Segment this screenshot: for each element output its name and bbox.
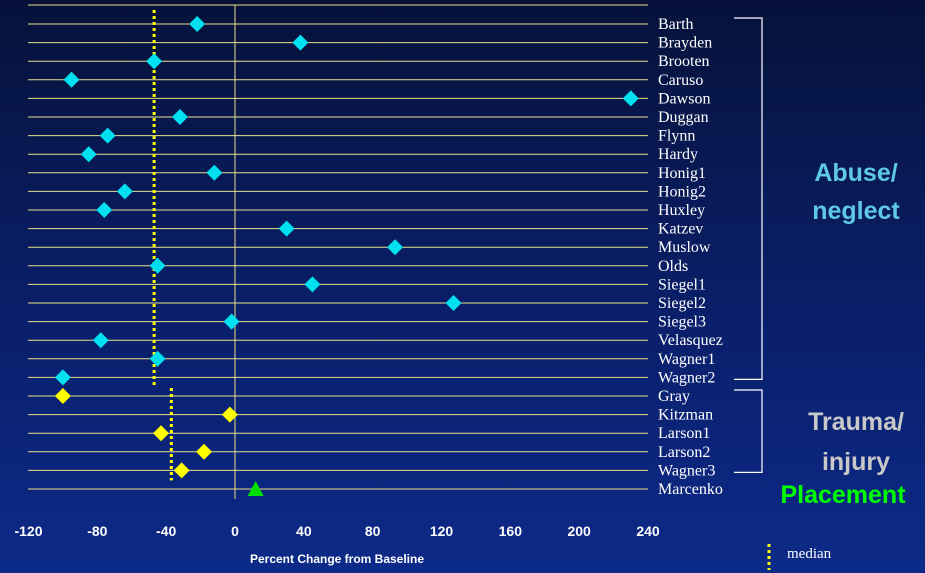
group-label-1-0: Trauma/: [808, 408, 904, 436]
category-label-wagner2: Wagner2: [658, 369, 715, 386]
point-dawson: [622, 90, 639, 107]
category-label-caruso: Caruso: [658, 72, 703, 89]
category-label-kitzman: Kitzman: [658, 407, 713, 424]
point-barth: [189, 16, 206, 32]
point-marcenko: [247, 481, 264, 496]
x-tick-80: 80: [365, 523, 381, 539]
group-labels: Abuse/neglect Trauma/injury Placement: [780, 159, 906, 509]
point-kitzman: [221, 406, 238, 423]
category-label-olds: Olds: [658, 258, 688, 275]
x-tick-80: -80: [87, 523, 107, 539]
point-wagner2: [54, 369, 71, 386]
median-lines: [152, 10, 173, 481]
x-tick-120: 120: [430, 523, 454, 539]
point-siegel3: [223, 313, 240, 330]
x-tick-40: -40: [156, 523, 176, 539]
gridlines: [28, 4, 648, 499]
x-tick-labels: -120 -80 -40 0 40 80 120 160 200 240: [14, 523, 659, 539]
point-brayden: [292, 34, 309, 51]
point-honig2: [116, 183, 133, 200]
category-label-katzev: Katzev: [658, 221, 703, 238]
category-label-larson2: Larson2: [658, 444, 710, 461]
category-label-siegel2: Siegel2: [658, 295, 706, 312]
point-katzev: [278, 220, 295, 237]
category-label-hardy: Hardy: [658, 146, 698, 163]
point-muslow: [387, 239, 404, 256]
category-label-muslow: Muslow: [658, 239, 711, 256]
x-tick-240: 240: [636, 523, 660, 539]
group-label-1-1: injury: [822, 448, 890, 476]
bracket-0: [734, 17, 763, 380]
point-velasquez: [92, 332, 109, 349]
category-label-siegel1: Siegel1: [658, 276, 706, 293]
category-label-siegel3: Siegel3: [658, 314, 706, 331]
point-hardy: [80, 146, 97, 163]
point-siegel2: [445, 295, 462, 311]
x-tick-0: 0: [231, 523, 239, 539]
group-brackets: [734, 17, 763, 473]
category-label-wagner1: Wagner1: [658, 351, 715, 368]
category-label-wagner3: Wagner3: [658, 462, 715, 479]
category-label-barth: Barth: [658, 16, 694, 33]
category-label-honig1: Honig1: [658, 165, 706, 182]
x-tick-120: -120: [14, 523, 42, 539]
bracket-1: [734, 389, 763, 473]
category-label-huxley: Huxley: [658, 202, 705, 219]
point-wagner3: [173, 462, 190, 479]
legend: median: [767, 544, 832, 570]
point-caruso: [63, 71, 80, 88]
point-flynn: [99, 127, 116, 144]
point-gray: [54, 388, 71, 404]
category-label-marcenko: Marcenko: [658, 481, 723, 498]
category-label-velasquez: Velasquez: [658, 332, 723, 349]
category-label-larson1: Larson1: [658, 425, 710, 442]
point-siegel1: [304, 276, 321, 293]
point-brooten: [146, 53, 163, 70]
category-label-flynn: Flynn: [658, 128, 695, 145]
category-label-brooten: Brooten: [658, 53, 710, 70]
group-label-0-1: neglect: [812, 197, 900, 225]
category-label-duggan: Duggan: [658, 109, 709, 126]
group-label-0-0: Abuse/: [814, 159, 897, 187]
point-duggan: [171, 109, 188, 125]
category-label-dawson: Dawson: [658, 90, 710, 107]
point-huxley: [96, 202, 113, 218]
x-tick-200: 200: [567, 523, 591, 539]
x-tick-40: 40: [296, 523, 312, 539]
category-label-honig2: Honig2: [658, 183, 706, 200]
point-olds: [149, 257, 166, 274]
point-larson1: [153, 425, 170, 442]
point-honig1: [206, 164, 223, 181]
data-points: [54, 16, 639, 496]
category-label-gray: Gray: [658, 388, 690, 405]
x-tick-160: 160: [499, 523, 523, 539]
point-larson2: [196, 443, 213, 460]
category-label-brayden: Brayden: [658, 35, 712, 52]
point-wagner1: [149, 350, 166, 367]
group-label-2-0: Placement: [780, 481, 906, 509]
legend-median-label: median: [787, 546, 832, 562]
x-axis-label: Percent Change from Baseline: [250, 552, 424, 566]
